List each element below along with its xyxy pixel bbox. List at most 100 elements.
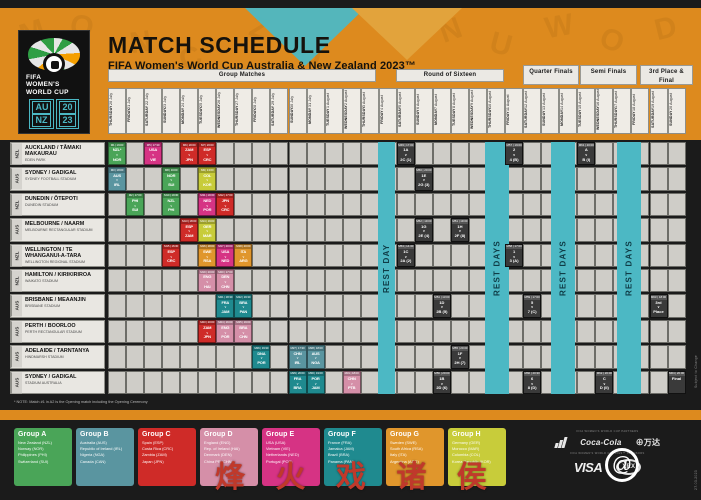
match-cell[interactable]: M26 | 19:30 DNA v POR <box>252 345 271 369</box>
knockout-match-cell[interactable]: M49 | 17:00 1A v 2C (1) <box>396 142 415 166</box>
versus-label: v <box>206 254 209 259</box>
grid-cell <box>523 319 542 344</box>
match-cell[interactable]: M14 | 19:00 GER v MAR <box>198 218 217 242</box>
match-cell[interactable]: M29 | 20:00 FRA v BRA <box>288 370 307 394</box>
venue-row-2[interactable]: NZL DUNEDIN / ŌTEPOTI DUNEDIN STADIUM <box>10 192 105 217</box>
knockout-match-cell[interactable]: M55 | 20:00 1F v 2H (7) <box>450 345 469 369</box>
grid-cell <box>577 167 596 191</box>
grid-cell <box>396 167 415 191</box>
knockout-match-cell[interactable]: M58 | 17:00 1 v 3 (A) <box>505 243 524 267</box>
grid-cell <box>144 218 163 242</box>
venue-row-8[interactable]: AUS ADELAIDE / TARNTANYA HINDMARSH STADIUM <box>10 345 105 369</box>
grid-cell <box>198 370 217 394</box>
match-cell[interactable]: M10 | 19:30 NZL v PHI <box>162 192 181 217</box>
group-card-D[interactable]: Group D England (ENG) Rep. of Ireland (HAI… <box>200 428 258 486</box>
match-cell[interactable]: M9 | 13:00 COL v KOR <box>198 167 217 191</box>
grid-cell <box>649 243 668 267</box>
versus-label: v <box>116 153 118 157</box>
watermark-text: 烽 火 戏 诸 侯 <box>215 460 497 495</box>
group-card-G[interactable]: Group G Sweden (SWE) South Africa (RSA) Ita… <box>386 428 444 486</box>
grid-cell <box>649 218 668 242</box>
team-away: SUI <box>132 207 139 213</box>
versus-label: v <box>224 203 227 208</box>
bracket-home: C <box>602 376 606 381</box>
match-cell[interactable]: M6 | 20:00 ZAM v JPN <box>180 142 199 166</box>
venue-row-4[interactable]: NZL WELLINGTON / TE WHANGANUI-A-TARA WELLI… <box>10 243 105 267</box>
group-card-H[interactable]: Group H Germany (GER) Morocco (MAR) Colombi… <box>448 428 506 486</box>
match-cell[interactable]: M16 | 18:00 SWE v RSA <box>198 243 217 267</box>
venue-row-3[interactable]: AUS MELBOURNE / NAARM MELBOURNE RECTANGULA… <box>10 218 105 242</box>
versus-label: v <box>441 305 443 310</box>
knockout-match-cell[interactable]: M63 | 18:00 3rd v Place <box>649 294 668 318</box>
match-cell[interactable]: M1 | 19:00 NZL* v NOR <box>108 142 126 166</box>
match-number: M63 | 18:00 <box>650 294 667 300</box>
match-cell[interactable]: M24 | 16:00 ENG v POR <box>216 319 235 344</box>
grid-cell <box>414 192 433 217</box>
knockout-match-cell[interactable]: M52 | 19:00 1G v 2E (4) <box>414 218 433 242</box>
venue-row-0[interactable]: NZL AUCKLAND / TĀMAKI MAKAURAU EDEN PARK <box>10 142 105 166</box>
knockout-match-cell[interactable]: M57 | 19:00 2 v 4 (B) <box>505 142 524 166</box>
grid-cell <box>108 218 126 242</box>
match-cell[interactable]: M28 | 18:00 AUS v NGA <box>306 345 325 369</box>
knockout-match-cell[interactable]: M51 | 19:00 1H v 2F (8) <box>450 218 469 242</box>
match-cell[interactable]: M2 | 17:00 PHI v SUI <box>126 192 145 217</box>
grid-cell <box>288 218 307 242</box>
match-cell[interactable]: M5 | 17:30 USA v VIE <box>144 142 163 166</box>
match-cell[interactable]: M3 | 18:00 AUS v IRL <box>108 167 126 191</box>
match-cell[interactable]: M27 | 17:30 CHN v IRL <box>288 345 307 369</box>
knockout-match-cell[interactable]: M54 | 13:00 1D v 2B (5) <box>432 294 451 318</box>
venue-row-7[interactable]: AUS PERTH / BOORLOO PERTH RECTANGULAR STAD… <box>10 319 105 344</box>
match-cell[interactable]: M21 | 18:30 FRA v JAM <box>216 294 235 318</box>
match-cell[interactable]: M12 | 17:00 JPN v CRC <box>216 192 235 217</box>
knockout-match-cell[interactable]: M59 | 17:00 5 v 7 (C) <box>523 294 542 318</box>
group-title: Group D <box>204 431 233 438</box>
venue-row-6[interactable]: AUS BRISBANE / MEAANJIN BRISBANE STADIUM <box>10 294 105 318</box>
knockout-match-cell[interactable]: M64 | 20:00 Final <box>667 370 686 394</box>
match-cell[interactable]: M22 | 19:30 BRA v PAN <box>234 294 253 318</box>
date-column-4: MONDAY 24 July <box>180 88 199 134</box>
match-cell[interactable]: M25 | 19:00 BRA v CHN <box>234 319 253 344</box>
team-away: POR <box>257 359 266 365</box>
grid-cell <box>288 167 307 191</box>
grid-cell <box>234 269 253 293</box>
venue-row-5[interactable]: NZL HAMILTON / KIRIKIRIROA WAIKATO STADIUM <box>10 269 105 293</box>
group-card-C[interactable]: Group C Spain (ESP) Costa Rica (CRC) Zambia… <box>138 428 196 486</box>
match-cell[interactable]: M13 | 18:00 ESP v ZAM <box>180 218 199 242</box>
match-number: M22 | 19:30 <box>235 294 252 300</box>
match-cell[interactable]: M7 | 20:00 ESP v CRC <box>198 142 217 166</box>
group-card-E[interactable]: Group E USA (USA) Vietnam (VIE) Netherlands… <box>262 428 320 486</box>
venue-stadium: STADIUM AUSTRALIA <box>25 380 62 385</box>
match-cell[interactable]: M11 | 19:30 NED v POR <box>198 192 217 217</box>
grid-cell <box>162 218 181 242</box>
match-cell[interactable]: M31 | 18:00 CHN v PTB <box>342 370 361 394</box>
match-cell[interactable]: M18 | 20:00 ITA v ARG <box>234 243 253 267</box>
match-cell[interactable]: M17 | 20:00 USA v NED <box>216 243 235 267</box>
date-dow: MONDAY <box>181 107 186 124</box>
match-cell[interactable]: M20 | 17:00 DEN v CHN <box>216 269 235 293</box>
grid-cell <box>288 319 307 344</box>
knockout-match-cell[interactable]: M50 | 20:00 1E v 2G (3) <box>414 167 433 191</box>
logo-20: 20 <box>59 101 76 114</box>
venue-row-9[interactable]: AUS SYDNEY / GADIGAL STADIUM AUSTRALIA <box>10 370 105 394</box>
match-cell[interactable]: M8 | 16:00 NOR v SUI <box>162 167 181 191</box>
match-cell[interactable]: M23 | 20:00 ZAM v JPN <box>198 319 217 344</box>
grid-cell <box>144 345 163 369</box>
group-card-A[interactable]: Group A New Zealand (NZL) Norway (NOR) Phil… <box>14 428 72 486</box>
grid-cell <box>252 192 271 217</box>
group-title: Group F <box>328 431 356 438</box>
knockout-match-cell[interactable]: M56 | 20:00 1B v 2D (6) <box>432 370 451 394</box>
group-card-B[interactable]: Group B Australia (AUS) Republic of Irelan… <box>76 428 134 486</box>
group-card-F[interactable]: Group F France (FRA) Jamaica (JAM) Brazil (… <box>324 428 382 486</box>
grid-cell <box>414 269 433 293</box>
match-number: M5 | 17:30 <box>145 142 162 148</box>
match-cell[interactable]: M30 | 19:00 POR v JAM <box>306 370 325 394</box>
venue-row-1[interactable]: AUS SYDNEY / GADIGAL SYDNEY FOOTBALL STADI… <box>10 167 105 191</box>
match-cell[interactable]: M15 | 16:30 ESP v CRC <box>162 243 181 267</box>
knockout-match-cell[interactable]: M60 | 20:30 6 v 8 (D) <box>523 370 542 394</box>
match-cell[interactable]: M19 | 20:00 ENG v HAI <box>198 269 217 293</box>
grid-cell <box>270 269 289 293</box>
match-number: M56 | 20:00 <box>433 371 450 376</box>
knockout-match-cell[interactable]: M53 | 14:30 1C v 2A (2) <box>396 243 415 267</box>
